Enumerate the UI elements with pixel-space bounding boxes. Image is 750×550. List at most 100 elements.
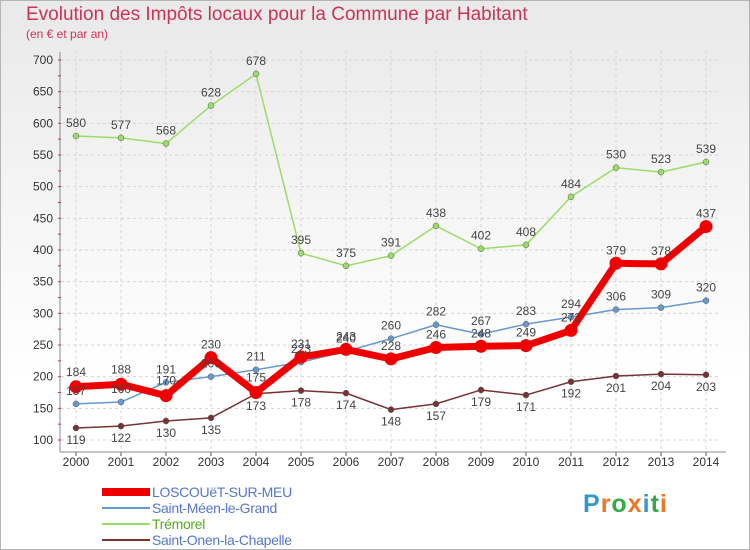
proxiti-logo: Proxiti [583,490,668,519]
y-tick-label: 200 [33,370,53,384]
data-label: 204 [651,379,671,393]
data-label: 678 [246,54,266,68]
data-point [522,391,530,399]
legend-label: Trémorel [152,516,206,532]
data-point [114,377,128,391]
data-label: 160 [111,382,131,396]
data-label: 192 [561,387,581,401]
logo-letter: o [611,490,628,518]
data-label: 175 [246,371,266,385]
data-label: 379 [606,243,626,257]
data-label: 248 [471,326,491,340]
x-tick-label: 2008 [423,455,450,469]
data-point [612,372,620,380]
data-point [474,339,488,353]
data-label: 523 [651,152,671,166]
data-label: 395 [291,233,311,247]
data-point [207,102,215,109]
legend-label: Saint-Onen-la-Chapelle [152,532,292,548]
x-tick-label: 2012 [603,455,630,469]
data-label: 580 [66,116,86,130]
data-label: 260 [381,319,401,333]
data-point [294,350,308,364]
data-point [72,132,80,140]
data-label: 240 [336,331,356,345]
y-tick-label: 150 [33,401,53,415]
data-label: 157 [66,384,86,398]
data-point [384,352,398,366]
data-label: 148 [381,415,401,429]
data-label: 320 [696,281,716,295]
logo-letter: i [642,490,651,518]
data-point [612,306,620,313]
data-label: 402 [471,229,491,243]
data-label: 391 [381,236,401,250]
data-point [477,245,485,252]
logo-letter: P [583,490,601,518]
data-label: 191 [156,362,176,376]
x-tick-label: 2013 [648,455,675,469]
data-label: 437 [696,207,716,221]
legend-swatch [102,523,150,525]
axes: 100 150 200 250 300 350 400 450 500 550 600 650 700 2… [33,52,726,469]
data-point [612,164,620,171]
y-tick-label: 600 [33,116,53,130]
data-point [117,398,125,406]
data-label: 184 [66,365,86,379]
y-tick-label: 100 [33,433,53,447]
data-labels: 119 122 130 135 173 178 174 148 157 179 171 192 201 2… [66,54,716,447]
data-point [432,222,440,230]
data-point [249,386,263,399]
data-point [657,370,665,378]
data-point [72,400,80,408]
data-label: 282 [426,305,446,319]
legend-label: LOSCOUëT-SUR-MEU [152,484,292,500]
y-tick-label: 450 [33,211,53,225]
data-label: 378 [651,244,671,258]
data-label: 171 [516,400,536,414]
data-label: 484 [561,177,581,191]
data-point [207,373,215,380]
data-label: 568 [156,124,176,138]
data-label: 243 [336,329,356,343]
data-label: 283 [516,304,536,318]
data-point [387,335,395,342]
y-tick-label: 300 [33,306,53,320]
data-point [519,339,533,353]
data-label: 294 [561,297,581,311]
data-label: 130 [156,426,176,440]
data-point [162,140,170,147]
data-label: 179 [471,395,491,409]
data-label: 375 [336,246,356,260]
data-point [432,321,440,328]
data-point [654,257,668,271]
data-point [567,378,575,385]
data-point [477,330,485,338]
data-label: 174 [336,398,356,412]
y-tick-label: 650 [33,85,53,99]
data-point [609,256,623,270]
data-point [162,417,170,425]
data-label: 188 [111,362,131,376]
data-label: 119 [66,433,85,447]
x-tick-label: 2006 [333,455,360,469]
x-tick-label: 2010 [513,455,540,469]
data-point [159,389,173,403]
data-point [702,371,710,379]
data-label: 530 [606,148,626,162]
data-point [252,70,260,78]
data-point [387,406,395,413]
data-point [702,158,710,166]
data-point [117,422,125,430]
data-point [477,386,485,394]
data-point [522,241,530,249]
x-tick-label: 2014 [693,455,720,469]
y-tick-label: 500 [33,180,53,194]
data-label: 211 [246,350,265,364]
legend-label: Saint-Méen-le-Grand [152,500,278,516]
legend-swatch [102,488,150,496]
data-label: 309 [651,288,671,302]
data-point [429,341,443,355]
data-label: 201 [606,381,626,395]
y-tick-label: 700 [33,53,53,67]
